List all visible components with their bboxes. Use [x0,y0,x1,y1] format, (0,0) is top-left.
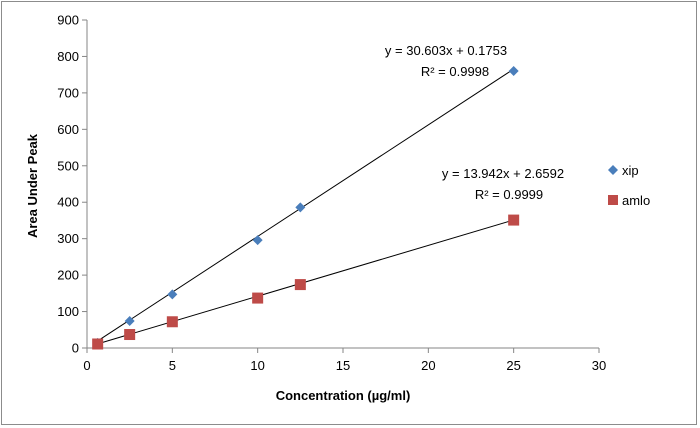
x-axis-title: Concentration (µg/ml) [276,388,411,403]
point-amlo [294,279,306,291]
point-amlo [508,214,520,226]
point-xip [167,289,178,300]
x-tick-label: 10 [250,358,264,373]
legend: xip amlo [608,163,650,208]
point-amlo [252,292,264,304]
equation-xip: y = 30.603x + 0.1753 [385,43,507,58]
y-tick-label: 800 [57,49,79,64]
trendline-xip [97,68,514,342]
y-tick-label: 500 [57,158,79,173]
y-tick-label: 700 [57,85,79,100]
y-tick-label: 0 [72,341,79,356]
equation-annotations: y = 30.603x + 0.1753 R² = 0.9998 y = 13.… [385,43,564,202]
trendlines [97,68,514,345]
y-axis-title: Area Under Peak [25,133,40,238]
y-tick-label: 900 [57,13,79,28]
r2-amlo: R² = 0.9999 [475,187,543,202]
y-tick-label: 600 [57,122,79,137]
x-tick-label: 20 [421,358,435,373]
x-tick-label: 30 [592,358,606,373]
point-amlo [92,338,104,350]
point-amlo [124,329,136,341]
y-tick-label: 400 [57,195,79,210]
point-xip [252,235,263,246]
x-tick-label: 0 [83,358,90,373]
legend-label-xip: xip [622,163,639,178]
equation-amlo: y = 13.942x + 2.6592 [442,166,564,181]
point-amlo [166,316,178,328]
x-tick-label: 25 [506,358,520,373]
data-points [92,66,520,350]
y-tick-label: 200 [57,268,79,283]
tick-labels: 0 100 200 300 400 500 600 700 800 900 0 5 10 15 20 25 30 [57,13,606,374]
legend-item-xip: xip [608,163,639,178]
legend-item-amlo: amlo [608,193,650,208]
x-tick-label: 5 [169,358,176,373]
y-tick-label: 300 [57,231,79,246]
axes [82,19,600,353]
x-tick-label: 15 [336,358,350,373]
point-xip [295,202,306,213]
legend-label-amlo: amlo [622,193,650,208]
r2-xip: R² = 0.9998 [421,64,489,79]
legend-marker-amlo [608,195,618,205]
point-xip [124,316,135,327]
y-tick-label: 100 [57,304,79,319]
legend-marker-xip [608,165,618,175]
point-xip [508,66,519,77]
